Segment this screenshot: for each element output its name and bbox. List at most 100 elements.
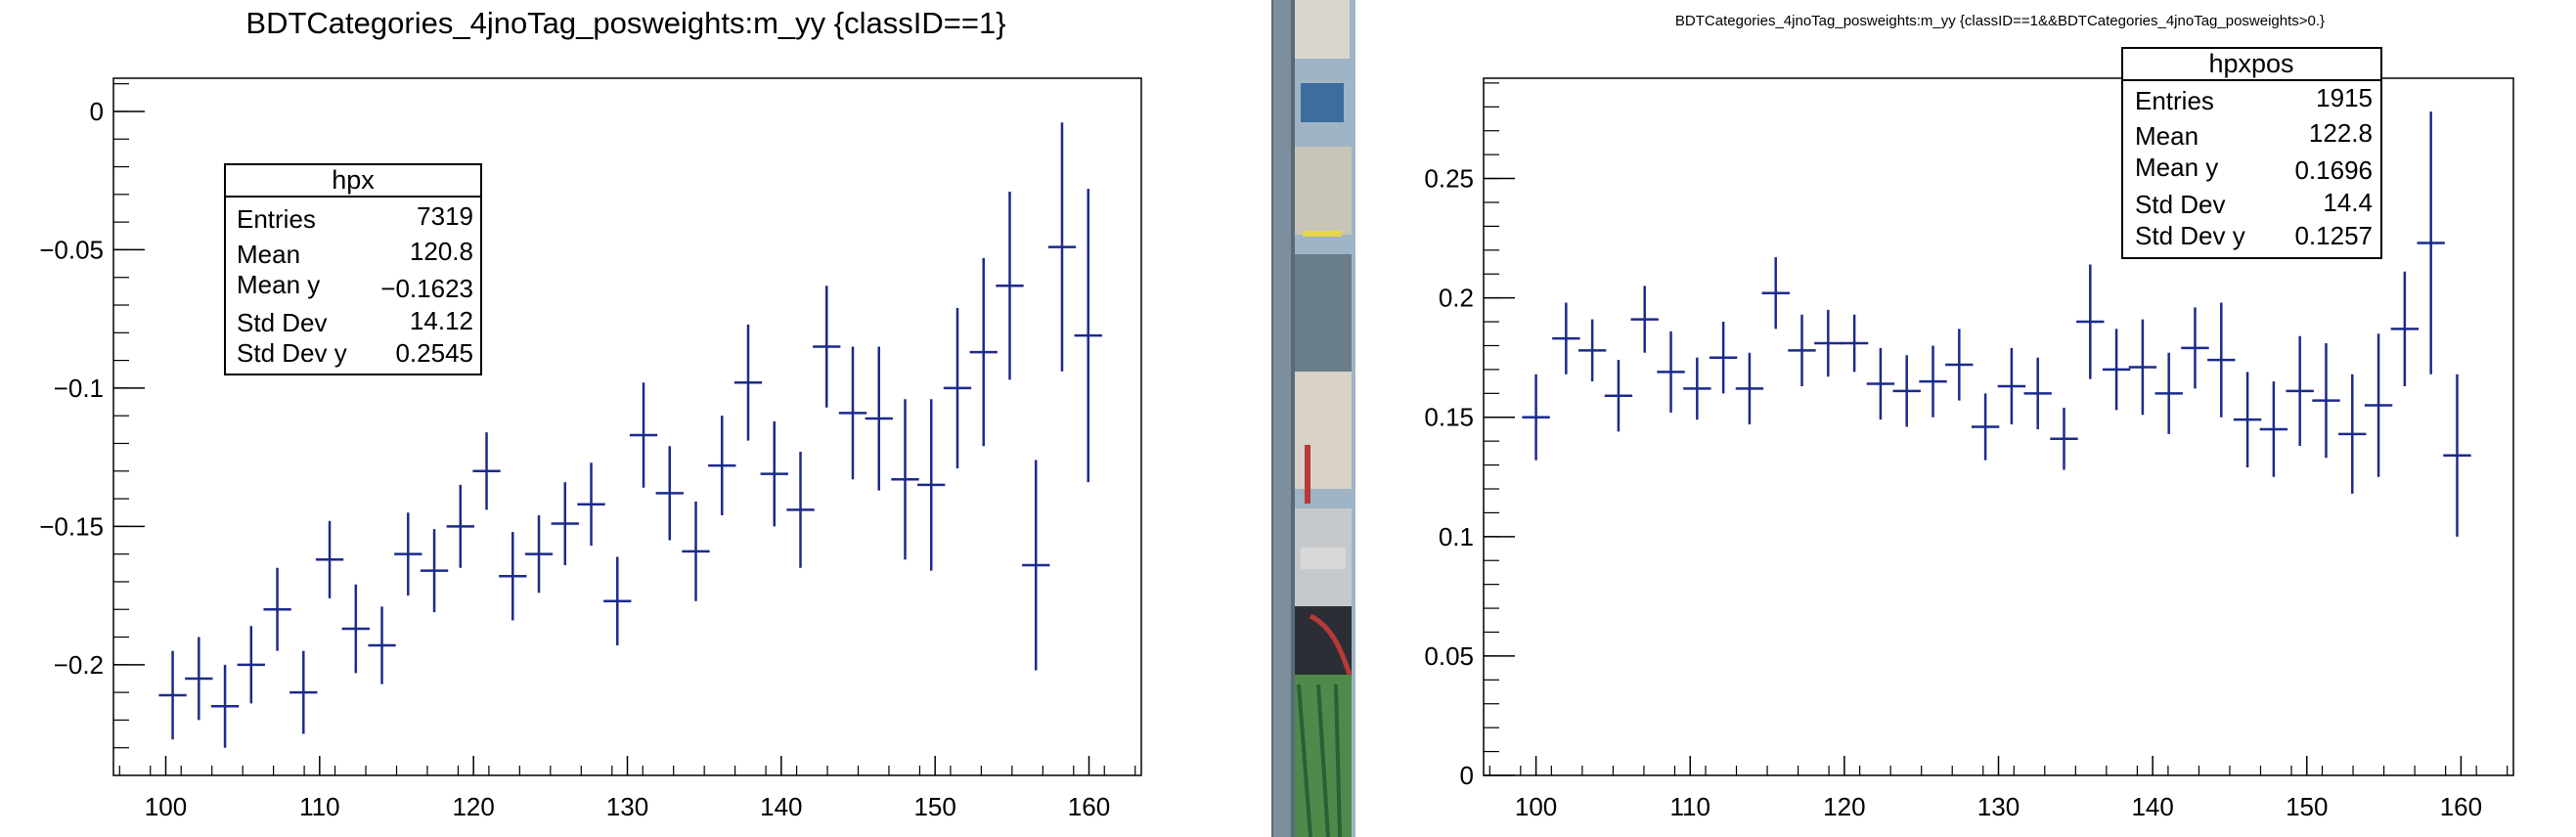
server-rack-photo (1271, 0, 1355, 837)
x-tick-label: 100 (145, 792, 187, 821)
photo-rack-unit (1295, 372, 1352, 489)
photo-label (1303, 231, 1342, 237)
data-point (2259, 381, 2288, 477)
x-tick-label: 100 (1515, 792, 1557, 821)
stats-box-frame (2121, 47, 2382, 259)
y-tick-label: −0.05 (39, 235, 104, 264)
data-point (499, 532, 527, 621)
stats-box: hpx Entries 7319 Mean 120.8 Mean y −0.16… (224, 163, 482, 375)
x-tick-label: 120 (452, 792, 494, 821)
photo-strip (1271, 0, 1355, 837)
data-point (733, 324, 763, 441)
chart-left: BDTCategories_4jnoTag_posweights:m_yy {c… (39, 6, 1142, 821)
data-point (1761, 257, 1790, 330)
data-point (1552, 302, 1580, 374)
x-tick-label: 150 (913, 792, 955, 821)
data-point (472, 432, 501, 510)
data-point (1788, 314, 1816, 386)
data-points (1522, 111, 2471, 537)
data-point (760, 420, 788, 527)
photo-rack-shelf (1295, 254, 1352, 372)
data-point (185, 637, 213, 721)
axes: 100 110 120 130 140 150 160 0 −0.05 −0.1 −0.15 −0.2 (39, 83, 1136, 821)
stats-value-std-dev-y: 0.2545 (395, 338, 473, 368)
data-point (368, 606, 396, 684)
x-tick-label: 130 (1977, 792, 2020, 821)
data-point (2050, 407, 2078, 470)
stats-value-std-dev-y: 0.1257 (2294, 221, 2373, 250)
x-tick-label: 110 (1670, 792, 1710, 821)
data-point (917, 399, 946, 571)
x-tick-label: 140 (2131, 792, 2173, 821)
data-point (969, 257, 998, 447)
data-point (891, 399, 919, 560)
data-point (1683, 357, 1711, 420)
data-point (1735, 352, 1764, 425)
data-point (1892, 355, 1921, 427)
data-point (1022, 460, 1050, 671)
data-point (2181, 307, 2209, 389)
stats-value-entries: 7319 (417, 201, 473, 231)
data-point (420, 529, 449, 613)
data-point (2154, 352, 2183, 434)
data-point (629, 382, 658, 488)
data-point (943, 307, 972, 468)
photo-rack-post-highlight (1273, 0, 1291, 837)
data-point (1522, 374, 1550, 461)
data-point (708, 416, 736, 516)
y-tick-label: 0.25 (1424, 164, 1474, 194)
stats-label-entries: Entries (237, 204, 316, 234)
data-point (865, 346, 893, 491)
data-point (158, 650, 187, 740)
photo-red-cable (1305, 445, 1310, 504)
data-point (289, 650, 318, 734)
stats-label-std-dev: Std Dev (2135, 190, 2226, 219)
data-point (524, 515, 554, 594)
data-point (577, 463, 605, 547)
stats-value-mean-y: 0.1696 (2294, 155, 2373, 185)
data-point (813, 286, 841, 408)
data-point (263, 567, 291, 651)
y-tick-label: 0 (90, 97, 104, 126)
data-point (1814, 309, 1843, 377)
data-point (2443, 374, 2471, 537)
y-tick-label: 0 (1460, 761, 1474, 790)
x-tick-label: 140 (760, 792, 802, 821)
stats-value-mean-y: −0.1623 (380, 274, 473, 303)
photo-cables-blue (1301, 83, 1344, 122)
photo-cable-strands (1297, 683, 1342, 837)
stats-label-mean: Mean (237, 240, 300, 269)
data-point (1709, 322, 1738, 394)
data-point (2102, 329, 2131, 411)
data-point (1074, 189, 1102, 483)
data-point (2390, 271, 2420, 386)
data-point (786, 451, 815, 568)
y-tick-label: 0.1 (1439, 522, 1474, 551)
data-point (2338, 374, 2367, 494)
data-point (682, 501, 710, 601)
stats-box-frame (224, 163, 482, 375)
data-point (446, 484, 474, 568)
x-tick-label: 160 (2440, 792, 2482, 821)
stats-label-entries: Entries (2135, 86, 2214, 115)
data-point (394, 512, 422, 596)
data-point (603, 556, 632, 646)
axes: 100 110 120 130 140 150 160 0 0.05 0.1 0.15 0.2 0.25 (1424, 82, 2509, 821)
stats-label-mean-y: Mean y (237, 270, 320, 299)
chart-title: BDTCategories_4jnoTag_posweights:m_yy {c… (1675, 13, 2325, 29)
stats-box-name: hpx (332, 165, 375, 195)
photo-device (1295, 0, 1350, 59)
data-point (2233, 372, 2262, 468)
data-point (1840, 314, 1869, 373)
stats-value-mean: 120.8 (410, 237, 473, 266)
stats-label-mean-y: Mean y (2135, 153, 2218, 182)
data-point (2312, 343, 2340, 459)
data-point (1047, 122, 1077, 372)
data-point (996, 192, 1024, 380)
stats-value-std-dev: 14.12 (410, 306, 473, 335)
x-tick-label: 110 (299, 792, 339, 821)
stats-value-std-dev: 14.4 (2323, 188, 2373, 217)
data-point (551, 482, 579, 565)
data-point (838, 346, 867, 480)
data-point (2417, 111, 2445, 374)
